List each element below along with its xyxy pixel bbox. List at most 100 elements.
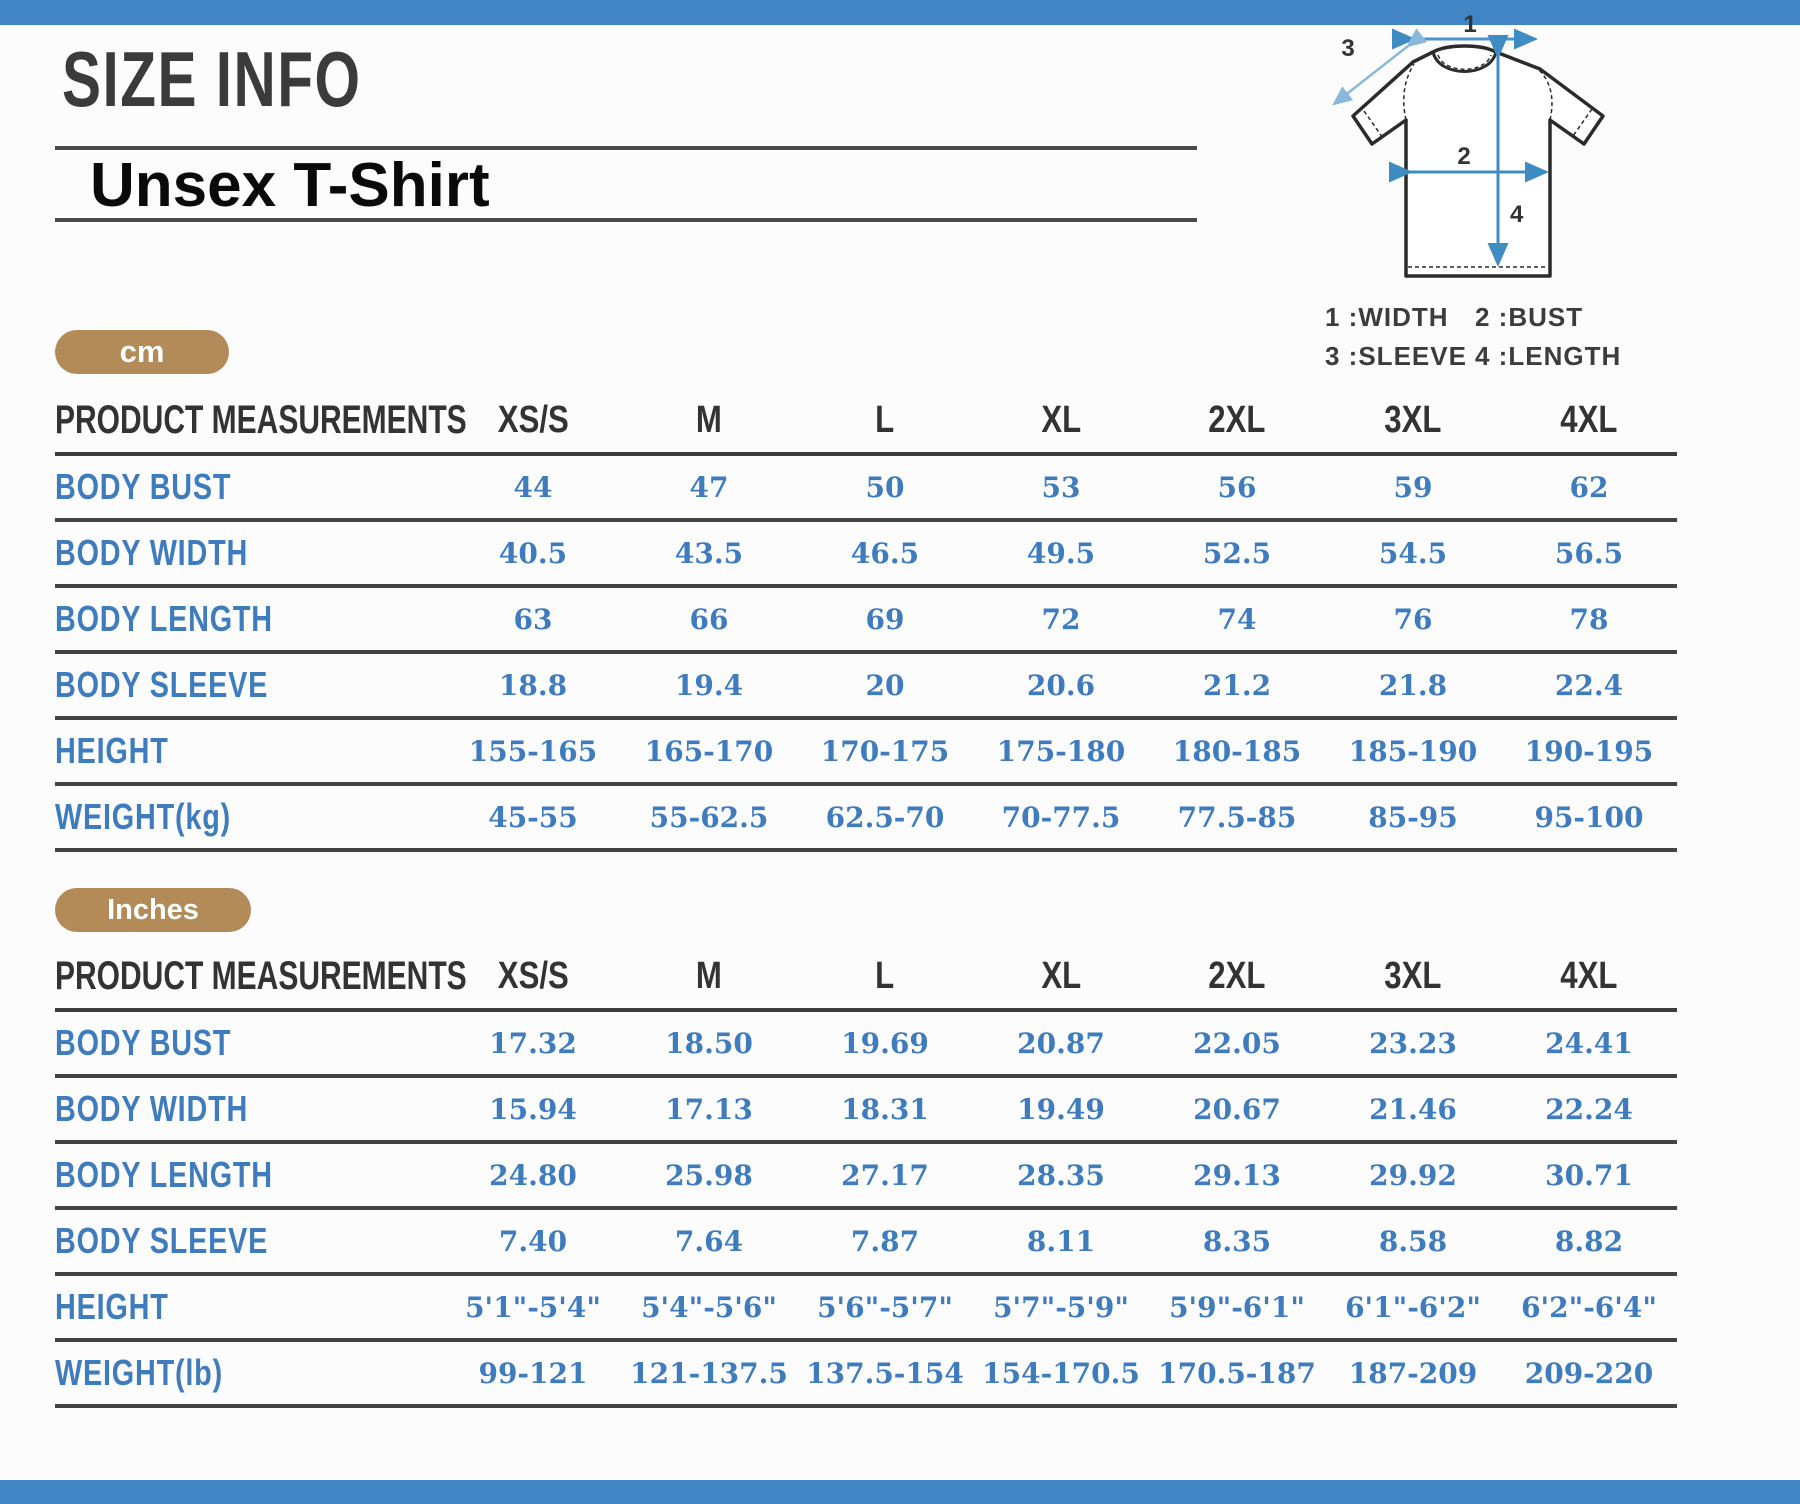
measurement-row-label: BODY WIDTH	[55, 532, 249, 573]
measurement-value: 45-55	[488, 800, 578, 834]
measurements-column-header: PRODUCT MEASUREMENTS	[55, 953, 467, 998]
size-column-header: 2XL	[1208, 398, 1266, 441]
width-arrow-label: 1	[1463, 14, 1476, 38]
size-column-header: 4XL	[1560, 954, 1618, 997]
measurement-value: 85-95	[1368, 800, 1458, 834]
measurement-value: 22.05	[1193, 1026, 1281, 1060]
measurement-value: 66	[689, 602, 729, 636]
legend-item: 4 :LENGTH	[1475, 341, 1622, 371]
measurement-value: 6'1"-6'2"	[1345, 1290, 1481, 1324]
sleeve-arrow	[1332, 28, 1428, 106]
size-column-header: XL	[1041, 398, 1081, 441]
measurement-value: 95-100	[1534, 800, 1644, 834]
subtitle-bottom-rule	[55, 218, 1197, 222]
legend-item: 2 :BUST	[1475, 302, 1584, 332]
measurement-value: 190-195	[1524, 734, 1654, 768]
measurement-value: 21.8	[1378, 668, 1448, 702]
unit-badge-inches-label: Inches	[107, 893, 199, 926]
measurement-row: BODY WIDTH 40.5 43.5 46.5 49.5 52.5 54.5 56.5	[55, 522, 1677, 588]
size-column-header: M	[696, 954, 722, 997]
page-title-text: SIZE INFO	[62, 35, 362, 123]
sleeve-arrow-label: 3	[1341, 35, 1354, 62]
measurement-value: 74	[1217, 602, 1257, 636]
measurement-row: HEIGHT 155-165 165-170 170-175 175-180 180-18…	[55, 720, 1677, 786]
measurement-value: 8.11	[1026, 1224, 1096, 1258]
measurement-value: 170-175	[820, 734, 950, 768]
legend-item: 1 :WIDTH	[1325, 302, 1449, 332]
bust-arrow-label: 2	[1457, 143, 1470, 170]
measurement-row-label: BODY LENGTH	[55, 1154, 273, 1195]
measurement-value: 19.49	[1017, 1092, 1105, 1126]
measurement-value: 62	[1569, 470, 1609, 504]
tshirt-measurement-diagram-icon: 1 2 3 4	[1332, 14, 1605, 278]
measurement-legend: 1 :WIDTH 2 :BUST 3 :SLEEVE 4 :LENGTH	[1325, 302, 1621, 372]
measurement-value: 27.17	[841, 1158, 929, 1192]
measurement-value: 24.41	[1545, 1026, 1633, 1060]
measurement-value: 29.92	[1369, 1158, 1457, 1192]
measurement-row: BODY BUST 44 47 50 53 56 59 62	[55, 456, 1677, 522]
measurement-value: 5'4"-5'6"	[641, 1290, 777, 1324]
measurement-row-label: WEIGHT(kg)	[55, 796, 231, 837]
measurement-value: 21.2	[1202, 668, 1272, 702]
measurement-value: 187-209	[1348, 1356, 1478, 1390]
measurement-value: 8.58	[1378, 1224, 1448, 1258]
measurement-value: 55-62.5	[649, 800, 769, 834]
measurement-value: 22.4	[1554, 668, 1624, 702]
table-header-row: PRODUCT MEASUREMENTS XS/S M L XL 2XL 3XL 4XL	[55, 944, 1677, 1012]
measurement-value: 6'2"-6'4"	[1521, 1290, 1657, 1324]
measurement-value: 18.50	[665, 1026, 753, 1060]
product-subtitle: Unsex T-Shirt	[90, 151, 490, 220]
measurement-value: 121-137.5	[630, 1356, 788, 1390]
size-column-header: L	[875, 954, 895, 997]
measurement-value: 77.5-85	[1177, 800, 1297, 834]
measurement-row-label: BODY WIDTH	[55, 1088, 249, 1129]
measurement-value: 8.35	[1202, 1224, 1272, 1258]
size-column-header: 4XL	[1560, 398, 1618, 441]
measurement-value: 56.5	[1554, 536, 1624, 570]
measurement-row: BODY LENGTH 24.80 25.98 27.17 28.35 29.13 29.9…	[55, 1144, 1677, 1210]
measurement-row-label: BODY SLEEVE	[55, 664, 269, 705]
measurement-row-label: BODY SLEEVE	[55, 1220, 269, 1261]
measurement-value: 70-77.5	[1001, 800, 1121, 834]
unit-badge-cm-label: cm	[119, 334, 165, 369]
measurement-value: 44	[513, 470, 553, 504]
measurement-value: 209-220	[1524, 1356, 1654, 1390]
measurement-row-label: WEIGHT(lb)	[55, 1352, 223, 1393]
inches-size-table: PRODUCT MEASUREMENTS XS/S M L XL 2XL 3XL 4XL BOD…	[55, 944, 1677, 1408]
measurement-value: 47	[689, 470, 729, 504]
size-column-header: XS/S	[497, 954, 569, 997]
measurement-row: BODY BUST 17.32 18.50 19.69 20.87 22.05 23.23 2…	[55, 1012, 1677, 1078]
measurement-value: 54.5	[1378, 536, 1448, 570]
measurement-value: 5'9"-6'1"	[1169, 1290, 1305, 1324]
measurement-row: WEIGHT(lb) 99-121 121-137.5 137.5-154 154-17…	[55, 1342, 1677, 1408]
measurement-value: 154-170.5	[982, 1356, 1140, 1390]
top-accent-bar	[0, 0, 1800, 25]
measurement-value: 170.5-187	[1158, 1356, 1316, 1390]
measurement-value: 8.82	[1554, 1224, 1624, 1258]
measurement-value: 185-190	[1348, 734, 1478, 768]
measurement-value: 21.46	[1369, 1092, 1457, 1126]
measurement-row: BODY SLEEVE 18.8 19.4 20 20.6 21.2 21.8 22.4	[55, 654, 1677, 720]
size-column-header: XS/S	[497, 398, 569, 441]
measurement-value: 20.87	[1017, 1026, 1105, 1060]
measurement-value: 29.13	[1193, 1158, 1281, 1192]
measurement-row: BODY WIDTH 15.94 17.13 18.31 19.49 20.67 21.46…	[55, 1078, 1677, 1144]
measurement-value: 5'6"-5'7"	[817, 1290, 953, 1324]
size-column-header: M	[696, 398, 722, 441]
size-column-header: XL	[1041, 954, 1081, 997]
size-column-header: L	[875, 398, 895, 441]
measurement-row-label: BODY LENGTH	[55, 598, 273, 639]
measurement-value: 50	[865, 470, 905, 504]
measurement-value: 19.69	[841, 1026, 929, 1060]
bottom-accent-bar	[0, 1480, 1800, 1504]
measurement-value: 5'1"-5'4"	[465, 1290, 601, 1324]
size-column-header: 3XL	[1384, 954, 1442, 997]
measurement-value: 155-165	[468, 734, 598, 768]
measurement-value: 53	[1041, 470, 1081, 504]
measurement-value: 46.5	[850, 536, 920, 570]
tshirt-outline	[1351, 44, 1605, 278]
measurement-value: 20.6	[1026, 668, 1096, 702]
measurements-column-header: PRODUCT MEASUREMENTS	[55, 397, 467, 442]
measurement-value: 137.5-154	[806, 1356, 964, 1390]
